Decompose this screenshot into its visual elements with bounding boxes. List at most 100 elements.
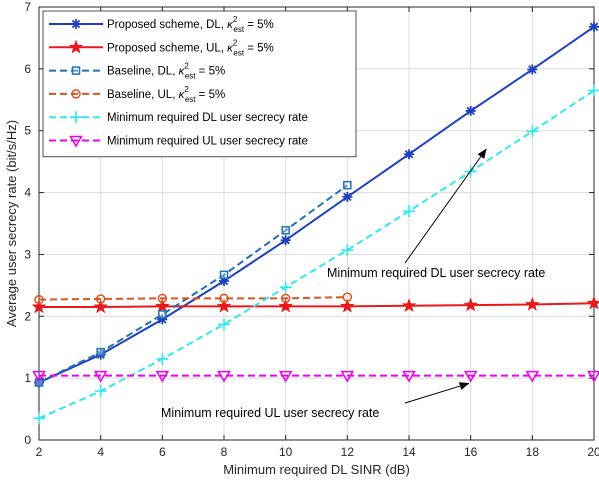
series-line <box>39 302 595 309</box>
y-axis-label: Average user secrecy rate (bit/s/Hz) <box>4 120 19 327</box>
legend-label-tail: = 5% <box>244 19 274 31</box>
data-point <box>340 298 355 313</box>
data-point <box>525 296 540 311</box>
legend-kappa-sub: est <box>233 48 244 57</box>
data-point <box>525 370 540 383</box>
data-point <box>71 89 81 99</box>
legend-label: Proposed scheme, UL, κ2 est = 5% <box>107 38 274 57</box>
annotation-dl: Minimum required DL user secrecy rate <box>327 266 545 280</box>
x-tick-label: 2 <box>36 445 43 459</box>
data-point <box>71 19 81 29</box>
legend-kappa: κ <box>227 19 234 31</box>
data-point <box>401 298 417 312</box>
x-tick-label: 10 <box>279 445 293 459</box>
legend-label: Minimum required DL user secrecy rate <box>107 112 308 124</box>
data-point <box>155 370 170 383</box>
data-point <box>219 270 229 280</box>
data-point <box>217 370 231 383</box>
series-line <box>38 296 348 301</box>
data-point <box>158 310 167 319</box>
data-point <box>69 135 83 148</box>
data-point <box>96 347 105 357</box>
legend-kappa-sub: est <box>185 95 196 104</box>
data-point <box>463 297 478 312</box>
data-point <box>403 205 415 218</box>
data-point <box>157 293 168 304</box>
data-point <box>32 370 46 383</box>
data-point <box>404 149 414 160</box>
y-tick-label: 0 <box>24 433 31 447</box>
legend-box <box>42 10 357 158</box>
x-axis-label: Minimum required DL SINR (dB) <box>223 462 410 477</box>
annotation-ul: Minimum required UL user secrecy rate <box>161 406 379 420</box>
legend-kappa: κ <box>179 89 186 101</box>
x-tick-label: 14 <box>402 445 416 459</box>
data-point <box>279 281 292 294</box>
legend-label-main: Proposed scheme, UL, <box>107 42 227 54</box>
data-point <box>68 39 84 54</box>
legend-label-main: Baseline, UL, <box>107 89 179 101</box>
legend-kappa: κ <box>179 66 186 78</box>
data-point <box>526 125 539 138</box>
data-point <box>93 370 108 383</box>
legend-label: Minimum required UL user secrecy rate <box>107 136 308 148</box>
series-line <box>38 184 348 384</box>
data-point <box>95 294 106 304</box>
legend-label-main: Baseline, DL, <box>107 66 179 78</box>
data-point <box>33 412 45 425</box>
legend-entry-2: Proposed scheme, UL, κ2 est = 5% <box>49 38 274 57</box>
annotation-ul-arrow <box>404 382 470 404</box>
annotation-dl-arrow <box>404 148 487 264</box>
y-tick-label: 5 <box>24 124 31 138</box>
data-point <box>589 21 599 32</box>
data-point <box>155 298 170 313</box>
legend-label-main: Proposed scheme, DL, <box>107 19 227 31</box>
legend-kappa-sub: est <box>233 25 244 34</box>
legend-kappa-sup: 2 <box>184 85 189 94</box>
y-tick-label: 7 <box>24 0 31 14</box>
data-point <box>402 370 416 383</box>
data-point <box>278 370 293 383</box>
data-point <box>156 352 169 365</box>
x-tick-label: 12 <box>341 445 355 459</box>
legend-kappa-sup: 2 <box>233 15 238 24</box>
legend-label: Proposed scheme, DL, κ2 est = 5% <box>107 15 274 34</box>
x-tick-label: 8 <box>221 445 228 459</box>
plot-area-frame <box>38 6 595 441</box>
legend-entry-3: Baseline, DL, κ2 est = 5% <box>49 62 225 81</box>
x-tick-label: 20 <box>587 445 599 459</box>
data-point <box>527 64 538 75</box>
data-point <box>218 318 230 331</box>
legend-label: Baseline, UL, κ2 est = 5% <box>107 85 225 104</box>
data-point <box>340 370 355 383</box>
legend-kappa-sup: 2 <box>184 62 189 71</box>
x-tick-label: 6 <box>159 445 166 459</box>
legend-kappa: κ <box>227 42 234 54</box>
legend-label: Baseline, DL, κ2 est = 5% <box>107 62 225 81</box>
data-point <box>587 370 599 383</box>
series-layer <box>31 21 599 425</box>
x-tick-label: 16 <box>464 445 478 459</box>
data-point <box>219 293 229 304</box>
data-point <box>342 191 353 202</box>
data-point <box>280 235 291 246</box>
data-point <box>342 292 353 302</box>
series-4 <box>34 292 353 305</box>
data-point <box>31 299 47 314</box>
data-point <box>94 385 107 398</box>
y-tick-label: 3 <box>24 247 31 261</box>
y-tick-label: 2 <box>24 309 31 323</box>
data-point <box>465 105 476 116</box>
data-point <box>343 180 352 190</box>
data-point <box>341 244 354 257</box>
data-point <box>281 226 290 235</box>
data-point <box>34 294 44 305</box>
data-point <box>70 111 82 124</box>
series-line <box>38 25 595 384</box>
x-tick-label: 18 <box>526 445 540 459</box>
data-point <box>280 293 291 304</box>
data-point <box>157 314 168 325</box>
legend-entry-6: Minimum required UL user secrecy rate <box>49 136 308 148</box>
legend-label-tail: = 5% <box>195 89 225 101</box>
